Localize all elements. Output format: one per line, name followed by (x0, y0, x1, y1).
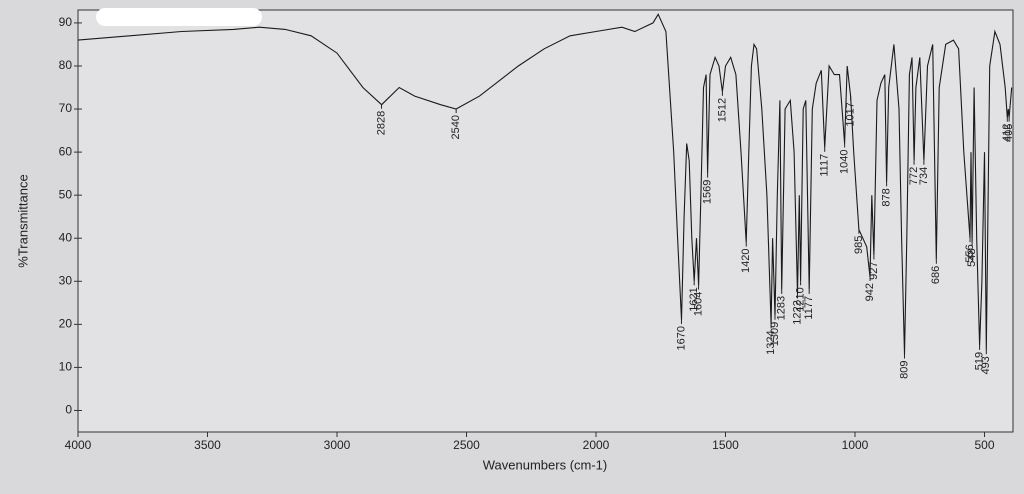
y-axis-label: %Transmittance (15, 174, 30, 267)
y-tick-label: 0 (65, 403, 72, 417)
peak-label: 1604 (692, 292, 704, 316)
x-tick-label: 2000 (583, 438, 610, 452)
peak-label: 686 (930, 266, 942, 284)
peak-label: 412 (1001, 124, 1013, 142)
peak-label: 1420 (740, 249, 752, 273)
x-tick-label: 1500 (712, 438, 739, 452)
x-tick-label: 500 (974, 438, 994, 452)
peak-label: 1324 (765, 330, 777, 354)
peak-label: 772 (908, 167, 920, 185)
y-tick-label: 70 (59, 101, 73, 115)
y-tick-label: 80 (59, 58, 73, 72)
peak-label: 493 (980, 356, 992, 374)
peak-label: 1017 (845, 102, 857, 126)
peak-label: 1283 (776, 296, 788, 320)
y-tick-label: 50 (59, 187, 73, 201)
plot-frame (77, 9, 1014, 433)
peak-label: 405 (1003, 124, 1015, 142)
y-tick-label: 20 (59, 317, 73, 331)
peak-label: 734 (918, 167, 930, 185)
y-tick-label: 30 (59, 273, 73, 287)
peak-label: 985 (853, 236, 865, 254)
y-tick-label: 10 (59, 360, 73, 374)
x-axis-label: Wavenumbers (cm-1) (483, 457, 607, 472)
peak-label: 942 (864, 283, 876, 301)
y-tick-label: 90 (59, 15, 73, 29)
peak-label: 927 (868, 261, 880, 279)
x-tick-label: 1000 (842, 438, 869, 452)
y-tick-label: 40 (59, 230, 73, 244)
peak-label: 2828 (375, 111, 387, 135)
peak-label: 1309 (769, 322, 781, 346)
peak-label: 1210 (795, 287, 807, 311)
peak-label: 1512 (716, 98, 728, 122)
redaction (96, 8, 262, 26)
spectrum-line (77, 13, 1013, 355)
peak-label: 1621 (688, 287, 700, 311)
peak-label: 809 (898, 360, 910, 378)
peak-label: 1670 (675, 326, 687, 350)
x-tick-label: 3000 (324, 438, 351, 452)
peak-label: 556 (964, 244, 976, 262)
y-tick-label: 60 (59, 144, 73, 158)
peak-label: 2540 (450, 115, 462, 139)
peak-label: 1117 (819, 154, 831, 177)
peak-label: 519 (973, 352, 985, 370)
peak-label: 1040 (839, 149, 851, 173)
peak-label: 878 (881, 188, 893, 206)
peak-label: 548 (966, 249, 978, 267)
x-tick-label: 3500 (194, 438, 221, 452)
x-tick-label: 4000 (65, 438, 92, 452)
peak-label: 1177 (803, 296, 815, 320)
peak-label: 1222 (791, 300, 803, 324)
x-tick-label: 2500 (453, 438, 480, 452)
peak-label: 1569 (702, 180, 714, 204)
